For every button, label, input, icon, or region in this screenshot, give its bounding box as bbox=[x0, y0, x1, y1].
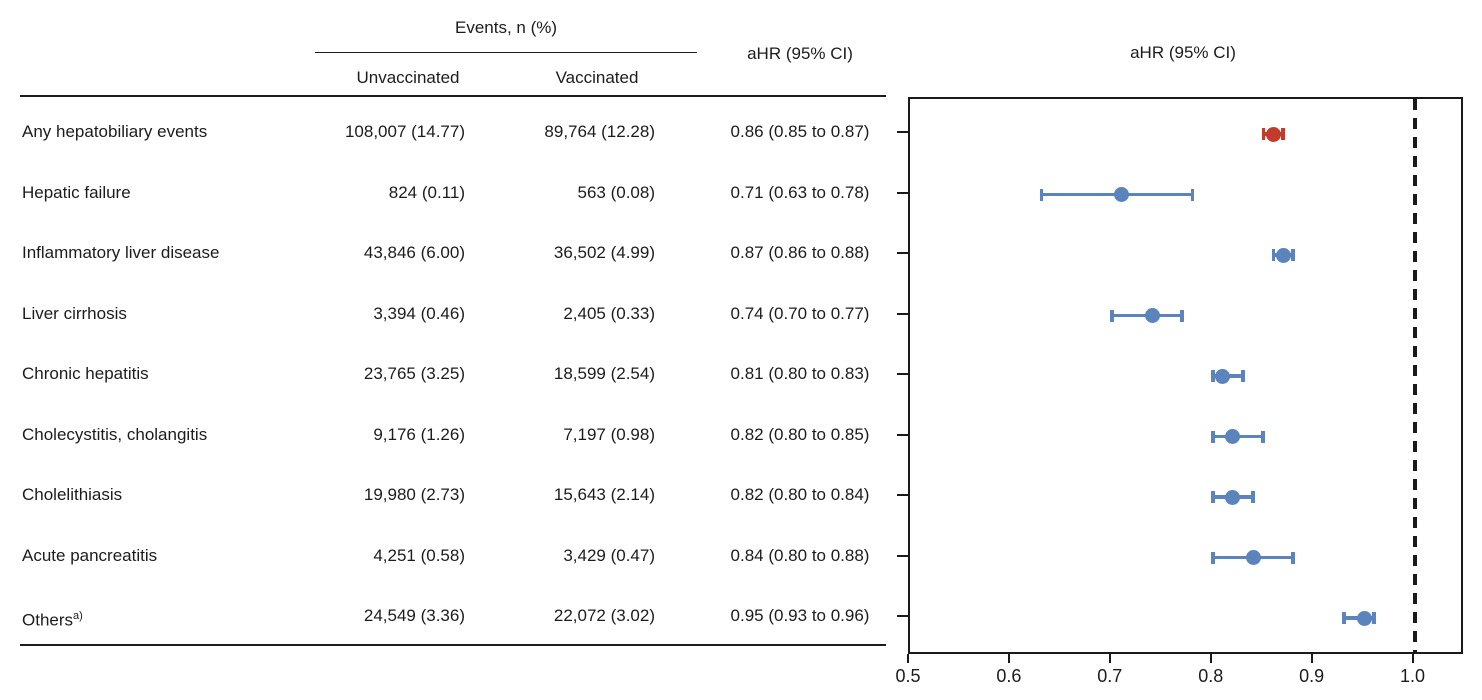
row-label: Cholelithiasis bbox=[22, 485, 123, 504]
plot-area bbox=[908, 97, 1463, 654]
point-estimate-marker bbox=[1114, 187, 1130, 202]
point-estimate-marker bbox=[1275, 247, 1291, 263]
column-header-vaccinated: Vaccinated bbox=[555, 68, 639, 87]
point-estimate-marker bbox=[1215, 368, 1231, 384]
ci-cap-right bbox=[1372, 612, 1376, 624]
x-axis-tick bbox=[907, 654, 909, 663]
ci-cap-left bbox=[1342, 612, 1346, 624]
cell-ahr: 0.82 (0.80 to 0.85) bbox=[730, 424, 870, 444]
cell-unvaccinated: 23,765 (3.25) bbox=[363, 364, 465, 383]
cell-unvaccinated: 4,251 (0.58) bbox=[373, 545, 465, 565]
cell-ahr: 0.95 (0.93 to 0.96) bbox=[730, 606, 870, 625]
point-estimate-marker bbox=[1265, 126, 1281, 142]
row-label: Inflammatory liver disease bbox=[22, 243, 220, 262]
row-label: Acute pancreatitis bbox=[22, 545, 158, 565]
cell-vaccinated: 563 (0.08) bbox=[577, 182, 656, 202]
cell-ahr: 0.87 (0.86 to 0.88) bbox=[730, 243, 870, 262]
cell-unvaccinated: 9,176 (1.26) bbox=[373, 424, 465, 444]
ci-cap-right bbox=[1291, 551, 1295, 564]
ci-cap-left bbox=[1211, 491, 1215, 503]
point-estimate-marker bbox=[1356, 610, 1372, 626]
point-estimate-marker bbox=[1225, 489, 1241, 505]
cell-unvaccinated: 24,549 (3.36) bbox=[363, 606, 465, 625]
row-tick bbox=[897, 312, 908, 315]
events-header: Events, n (%) bbox=[454, 18, 558, 37]
cell-unvaccinated: 3,394 (0.46) bbox=[373, 303, 465, 323]
x-axis-tick-label: 0.5 bbox=[895, 666, 921, 686]
ci-cap-left bbox=[1039, 188, 1044, 201]
cell-ahr: 0.84 (0.80 to 0.88) bbox=[730, 545, 870, 565]
cell-vaccinated: 36,502 (4.99) bbox=[553, 243, 655, 262]
ci-cap-right bbox=[1241, 370, 1245, 382]
cell-ahr: 0.81 (0.80 to 0.83) bbox=[730, 364, 870, 383]
x-axis-tick-label: 1.0 bbox=[1400, 666, 1426, 686]
row-label: Chronic hepatitis bbox=[22, 364, 149, 383]
x-axis-tick bbox=[1108, 654, 1111, 663]
row-label: Hepatic failure bbox=[22, 182, 131, 202]
cell-vaccinated: 3,429 (0.47) bbox=[563, 545, 655, 565]
cell-ahr: 0.74 (0.70 to 0.77) bbox=[730, 303, 870, 323]
table-bottom-rule bbox=[20, 644, 886, 646]
table-top-rule bbox=[20, 95, 886, 97]
ci-cap-left bbox=[1211, 551, 1215, 564]
row-tick bbox=[897, 433, 908, 436]
cell-ahr: 0.82 (0.80 to 0.84) bbox=[730, 485, 870, 504]
events-header-underline bbox=[315, 52, 697, 53]
cell-unvaccinated: 19,980 (2.73) bbox=[363, 485, 465, 504]
cell-unvaccinated: 43,846 (6.00) bbox=[363, 243, 465, 262]
cell-ahr: 0.71 (0.63 to 0.78) bbox=[730, 182, 870, 202]
cell-vaccinated: 89,764 (12.28) bbox=[544, 122, 655, 141]
ci-cap-left bbox=[1110, 309, 1114, 322]
x-axis-tick bbox=[1310, 654, 1313, 663]
x-axis-tick-label: 0.8 bbox=[1198, 666, 1224, 686]
cell-vaccinated: 7,197 (0.98) bbox=[563, 424, 655, 444]
cell-vaccinated: 15,643 (2.14) bbox=[553, 485, 655, 504]
row-tick bbox=[897, 191, 908, 194]
row-label: Cholecystitis, cholangitis bbox=[22, 424, 208, 444]
ci-cap-left bbox=[1211, 370, 1215, 382]
ci-cap-right bbox=[1180, 309, 1184, 322]
x-axis-tick bbox=[1209, 654, 1212, 663]
ci-cap-right bbox=[1251, 491, 1255, 503]
point-estimate-marker bbox=[1245, 550, 1261, 565]
row-tick bbox=[897, 373, 908, 375]
cell-unvaccinated: 824 (0.11) bbox=[388, 182, 465, 202]
plot-title: aHR (95% CI) bbox=[1130, 43, 1236, 62]
cell-ahr: 0.86 (0.85 to 0.87) bbox=[730, 122, 870, 141]
column-header-unvaccinated: Unvaccinated bbox=[356, 68, 460, 87]
x-axis-tick bbox=[1007, 654, 1010, 663]
ci-cap-left bbox=[1211, 430, 1215, 443]
cell-vaccinated: 2,405 (0.33) bbox=[563, 303, 655, 323]
x-axis-tick-label: 0.9 bbox=[1299, 666, 1325, 686]
point-estimate-marker bbox=[1144, 308, 1160, 323]
cell-unvaccinated: 108,007 (14.77) bbox=[344, 122, 465, 141]
x-axis-tick-label: 0.7 bbox=[1097, 666, 1123, 686]
row-label: Any hepatobiliary events bbox=[22, 122, 208, 141]
point-estimate-marker bbox=[1225, 429, 1241, 444]
row-tick bbox=[897, 252, 908, 254]
ci-cap-right bbox=[1291, 249, 1295, 261]
reference-line bbox=[1412, 99, 1417, 652]
cell-vaccinated: 22,072 (3.02) bbox=[553, 606, 655, 625]
row-tick bbox=[897, 554, 908, 557]
row-tick bbox=[897, 615, 908, 617]
cell-vaccinated: 18,599 (2.54) bbox=[553, 364, 655, 383]
row-label: Liver cirrhosis bbox=[22, 303, 127, 323]
x-axis-tick-label: 0.6 bbox=[996, 666, 1022, 686]
row-label: Othersa) bbox=[22, 610, 83, 630]
x-axis-tick bbox=[1411, 654, 1414, 663]
ci-cap-left bbox=[1271, 249, 1276, 261]
ci-cap-right bbox=[1281, 128, 1285, 140]
column-header-ahr: aHR (95% CI) bbox=[747, 44, 853, 63]
row-tick bbox=[897, 494, 908, 496]
ci-cap-right bbox=[1261, 430, 1265, 443]
ci-cap-left bbox=[1261, 128, 1266, 140]
ci-cap-right bbox=[1190, 188, 1195, 201]
row-tick bbox=[897, 131, 908, 133]
